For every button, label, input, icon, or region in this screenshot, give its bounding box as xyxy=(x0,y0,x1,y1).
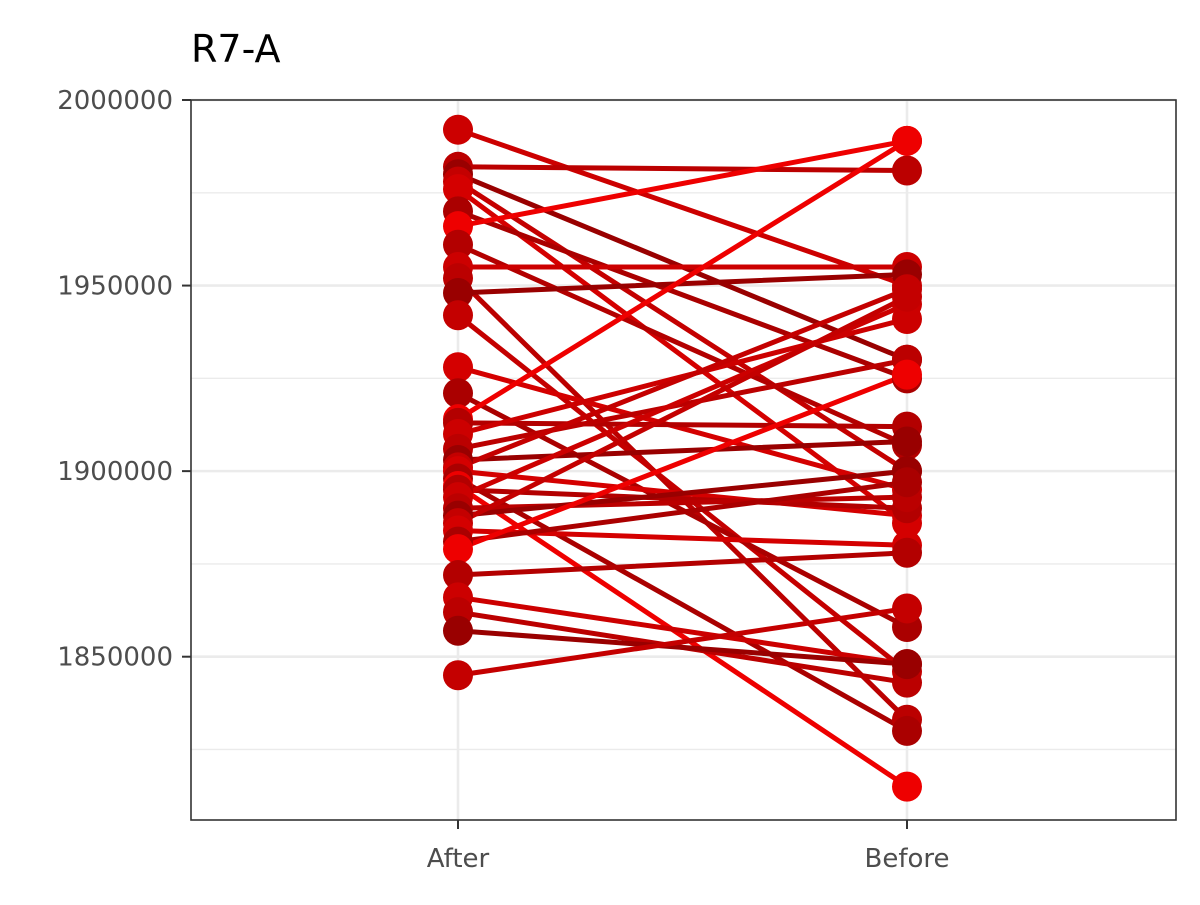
data-point-before xyxy=(892,281,922,312)
series-line xyxy=(455,476,910,734)
data-point-after xyxy=(443,114,473,145)
series-line xyxy=(455,550,910,578)
x-tick-label: Before xyxy=(864,844,949,874)
data-point-after xyxy=(443,352,473,383)
data-point-after xyxy=(443,615,473,646)
series-line xyxy=(455,594,910,667)
series-line xyxy=(455,271,910,296)
series-line xyxy=(455,127,910,289)
series-line xyxy=(455,286,910,470)
series-line xyxy=(455,138,910,229)
series-line xyxy=(455,483,910,790)
data-point-before xyxy=(892,771,922,802)
y-tick-label: 1950000 xyxy=(57,272,173,302)
data-point-before xyxy=(892,359,922,390)
chart-title: R7-A xyxy=(191,27,280,71)
data-point-before xyxy=(892,155,922,186)
data-point-before xyxy=(892,715,922,746)
data-point-after xyxy=(443,660,473,691)
data-point-after xyxy=(443,534,473,565)
series-line xyxy=(455,364,910,493)
data-point-before xyxy=(892,593,922,624)
series-line xyxy=(455,208,910,381)
y-tick-label: 2000000 xyxy=(57,86,173,116)
series-line xyxy=(455,357,910,452)
data-point-after xyxy=(443,560,473,591)
data-point-before xyxy=(892,649,922,680)
series-line xyxy=(455,164,910,174)
series-line xyxy=(455,468,910,519)
data-points-layer xyxy=(443,114,922,802)
series-line xyxy=(455,479,910,545)
data-point-before xyxy=(892,467,922,498)
data-point-before xyxy=(892,537,922,568)
series-line xyxy=(455,294,910,526)
series-lines-layer xyxy=(455,127,910,790)
data-point-after xyxy=(443,174,473,205)
data-point-before xyxy=(892,125,922,156)
data-point-before xyxy=(892,426,922,457)
series-line xyxy=(455,628,910,667)
data-point-after xyxy=(443,300,473,331)
series-line xyxy=(455,605,910,678)
series-line xyxy=(455,138,910,422)
x-tick-label: After xyxy=(427,844,490,874)
axis-layer: 1850000 1900000 1950000 2000000 After Before xyxy=(57,86,949,874)
y-tick-label: 1900000 xyxy=(57,457,173,487)
series-line xyxy=(455,487,910,511)
series-line xyxy=(455,372,910,552)
data-point-after xyxy=(443,277,473,308)
series-line xyxy=(455,179,910,474)
series-line xyxy=(455,438,910,463)
series-line xyxy=(455,242,910,448)
panel-border xyxy=(190,99,1177,821)
y-tick-label: 1850000 xyxy=(57,643,173,673)
series-line xyxy=(455,420,910,430)
data-point-after xyxy=(443,378,473,409)
data-point-after xyxy=(443,229,473,260)
